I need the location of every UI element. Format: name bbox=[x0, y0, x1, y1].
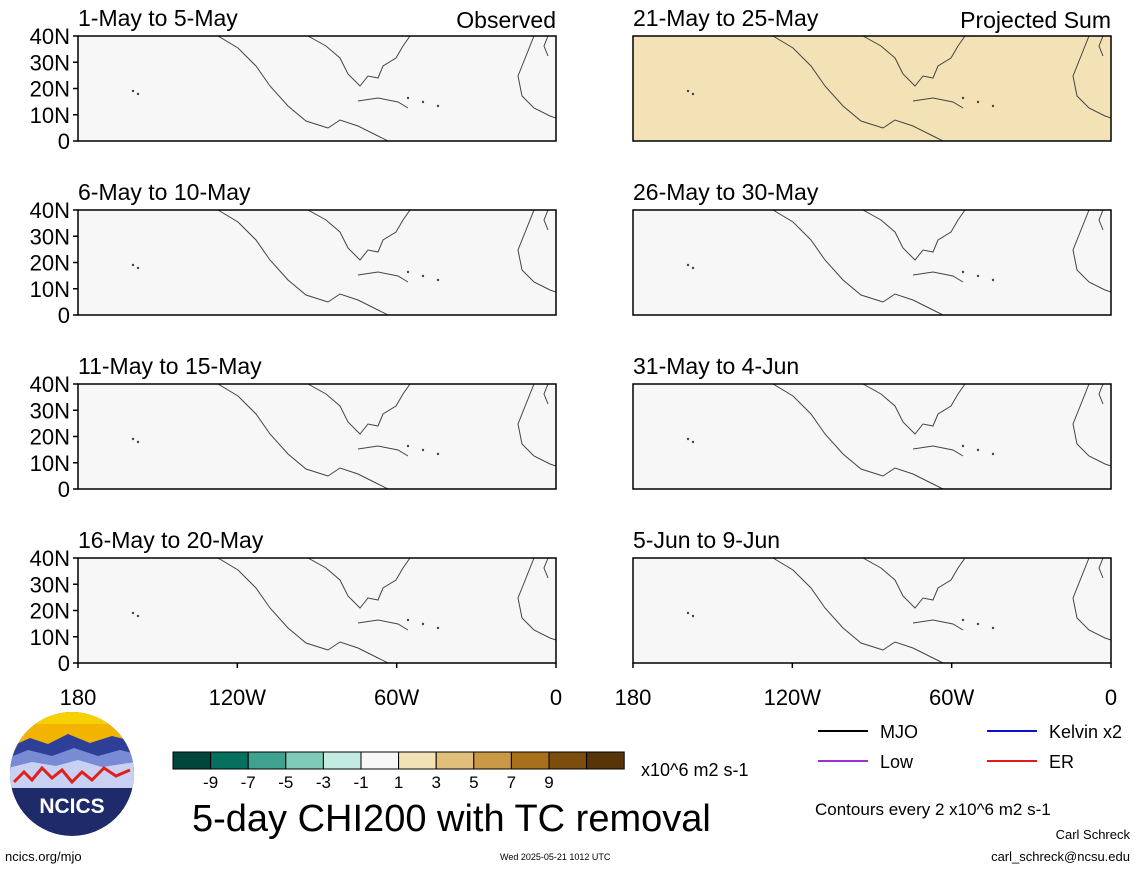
panel-tag: Observed bbox=[456, 7, 556, 33]
colorbar-tick-label: -1 bbox=[353, 773, 368, 792]
colorbar: -9 -7 -5 -3 -1 1 3 5 7 9 x10^6 m2 s-1 bbox=[172, 751, 749, 792]
lon-tick-label: 0 bbox=[1105, 685, 1117, 710]
lat-tick-label: 40N bbox=[30, 24, 70, 49]
lat-tick-label: 0 bbox=[58, 303, 70, 328]
colorbar-tick-label: 3 bbox=[431, 773, 440, 792]
wave-legend: MJO Kelvin x2 Low ER bbox=[818, 722, 1122, 772]
panel-title: 31-May to 4-Jun bbox=[633, 353, 799, 379]
lat-tick-label: 20N bbox=[30, 425, 70, 450]
map-panel bbox=[77, 557, 557, 664]
colorbar-cell bbox=[548, 751, 588, 770]
lat-tick-label: 30N bbox=[30, 50, 70, 75]
colorbar-cell bbox=[510, 751, 550, 770]
colorbar-cell bbox=[247, 751, 287, 770]
colorbar-cell bbox=[435, 751, 475, 770]
lat-tick-label: 0 bbox=[58, 129, 70, 154]
colorbar-cell bbox=[586, 751, 625, 770]
lat-tick-label: 10N bbox=[30, 451, 70, 476]
lat-tick-label: 10N bbox=[30, 103, 70, 128]
colorbar-tick-label: -3 bbox=[316, 773, 331, 792]
lat-tick-label: 10N bbox=[30, 277, 70, 302]
legend-label: Low bbox=[880, 752, 914, 772]
lat-tick-label: 30N bbox=[30, 572, 70, 597]
colorbar-tick-label: 1 bbox=[394, 773, 403, 792]
colorbar-tick-label: -7 bbox=[241, 773, 256, 792]
lon-tick-label: 60W bbox=[929, 685, 974, 710]
lat-tick-label: 0 bbox=[58, 651, 70, 676]
colorbar-tick-label: 9 bbox=[544, 773, 553, 792]
panel-tag: Projected Sum bbox=[960, 7, 1111, 33]
colorbar-tick-label: 7 bbox=[507, 773, 516, 792]
lat-tick-label: 0 bbox=[58, 477, 70, 502]
author-name: Carl Schreck bbox=[1055, 827, 1130, 842]
panel-title: 21-May to 25-May bbox=[633, 5, 819, 31]
lon-tick-label: 0 bbox=[550, 685, 562, 710]
colorbar-units: x10^6 m2 s-1 bbox=[641, 760, 749, 780]
lon-tick-label: 60W bbox=[374, 685, 419, 710]
legend-label: Kelvin x2 bbox=[1049, 722, 1122, 742]
colorbar-cell bbox=[172, 751, 212, 770]
map-panel bbox=[77, 35, 557, 142]
panel-title: 6-May to 10-May bbox=[78, 179, 251, 205]
legend-label: ER bbox=[1049, 752, 1074, 772]
map-panel bbox=[77, 383, 557, 490]
colorbar-cell bbox=[398, 751, 437, 770]
lat-tick-label: 10N bbox=[30, 625, 70, 650]
lon-tick-label: 180 bbox=[60, 685, 97, 710]
map-panel bbox=[632, 209, 1112, 316]
lat-tick-label: 30N bbox=[30, 224, 70, 249]
lon-tick-label: 120W bbox=[209, 685, 267, 710]
colorbar-tick-label: -5 bbox=[278, 773, 293, 792]
lat-tick-label: 20N bbox=[30, 251, 70, 276]
map-panel bbox=[77, 209, 557, 316]
colorbar-cell bbox=[285, 751, 324, 770]
lat-tick-label: 40N bbox=[30, 546, 70, 571]
author-email[interactable]: carl_schreck@ncsu.edu bbox=[991, 849, 1130, 864]
map-panel bbox=[632, 383, 1112, 490]
panel-title: 5-Jun to 9-Jun bbox=[633, 527, 780, 553]
lat-tick-label: 20N bbox=[30, 77, 70, 102]
timestamp: Wed 2025-05-21 1012 UTC bbox=[500, 852, 611, 862]
colorbar-cell bbox=[360, 751, 400, 770]
lat-tick-label: 40N bbox=[30, 198, 70, 223]
lat-tick-label: 20N bbox=[30, 599, 70, 624]
map-panel bbox=[632, 557, 1112, 664]
figure-title: 5-day CHI200 with TC removal bbox=[192, 798, 711, 840]
map-panel bbox=[632, 35, 1112, 142]
site-link[interactable]: ncics.org/mjo bbox=[5, 849, 82, 864]
panel-title: 11-May to 15-May bbox=[78, 353, 262, 379]
colorbar-tick-label: 5 bbox=[469, 773, 478, 792]
colorbar-cell bbox=[473, 751, 512, 770]
logo-text: NCICS bbox=[39, 795, 104, 818]
lon-tick-label: 180 bbox=[615, 685, 652, 710]
colorbar-cell bbox=[322, 751, 362, 770]
panel-title: 1-May to 5-May bbox=[78, 5, 238, 31]
lon-tick-label: 120W bbox=[764, 685, 822, 710]
panel-title: 26-May to 30-May bbox=[633, 179, 819, 205]
colorbar-tick-label: -9 bbox=[203, 773, 218, 792]
colorbar-cell bbox=[210, 751, 249, 770]
panel-title: 16-May to 20-May bbox=[78, 527, 264, 553]
legend-label: MJO bbox=[880, 722, 918, 742]
contour-interval-note: Contours every 2 x10^6 m2 s-1 bbox=[815, 800, 1051, 819]
lat-tick-label: 40N bbox=[30, 372, 70, 397]
lat-tick-label: 30N bbox=[30, 398, 70, 423]
ncics-logo: NCICS bbox=[10, 712, 134, 836]
